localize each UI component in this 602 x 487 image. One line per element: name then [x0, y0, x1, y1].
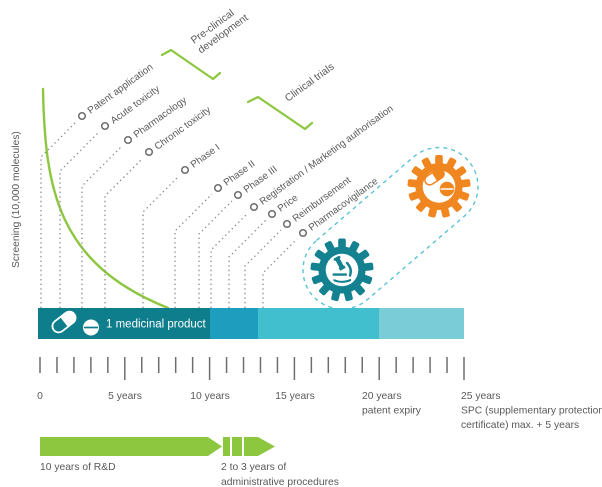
axis-label-0yr: 0	[37, 391, 43, 402]
milestone-label: Phase I	[189, 142, 222, 170]
axis-label-line: patent expiry	[362, 406, 422, 417]
y-axis-label: Screening (10,000 molecules)	[11, 131, 22, 268]
leader-line	[81, 145, 123, 308]
leader-line	[174, 193, 213, 308]
pill-icon	[424, 168, 455, 197]
axis-label-line: 15 years	[275, 391, 315, 402]
milestone-price: Price	[228, 192, 301, 308]
arrow-shape	[244, 437, 275, 456]
bar-segment-3	[258, 308, 379, 339]
screening-curve	[41, 87, 170, 310]
bracket-shape	[160, 48, 222, 81]
milestone-marker-icon	[100, 121, 110, 131]
arrow-label-line: administrative procedures	[221, 477, 339, 487]
axis-label-20yr: 20 years patent expiry	[362, 391, 422, 417]
milestone-marker-icon	[123, 135, 133, 145]
leader-line	[142, 175, 180, 308]
axis-label-25yr: 25 years SPC (supplementary protection cer…	[461, 391, 602, 431]
milestone-marker-icon	[233, 190, 243, 200]
milestone-chronic-toxicity: Chronic toxicity	[104, 105, 213, 308]
axis-label-line: 10 years	[190, 391, 230, 402]
leader-line	[210, 212, 249, 308]
leader-line	[228, 219, 267, 308]
bracket-shape	[246, 95, 314, 131]
product-bar: 1 medicinal product	[38, 308, 464, 339]
bracket-clinical-trials: Clinical trials	[246, 62, 337, 131]
arrow-segment	[223, 437, 230, 456]
leader-line	[104, 157, 144, 308]
leader-line	[244, 229, 282, 308]
axis-label-line: 5 years	[108, 391, 142, 402]
leader-line	[198, 200, 233, 308]
product-bar-label: 1 medicinal product	[106, 319, 207, 331]
milestone-pharmacology: Pharmacology	[81, 95, 189, 308]
bracket-label: Clinical trials	[283, 62, 336, 105]
axis-label-line: 0	[37, 391, 43, 402]
milestone-marker-icon	[282, 219, 292, 229]
gears-link-outline	[302, 146, 479, 310]
arrow-segment	[232, 437, 242, 456]
milestone-phase-ii: Phase II	[174, 159, 257, 308]
microscope-icon	[332, 255, 352, 283]
axis-label-line: certificate) max. + 5 years	[461, 420, 579, 431]
bar-segment-2	[210, 308, 258, 339]
milestone-marker-icon	[144, 147, 154, 157]
milestone-phase-iii: Phase III	[198, 164, 280, 308]
axis-label-line: SPC (supplementary protection	[461, 406, 602, 417]
milestone-marker-icon	[180, 165, 190, 175]
milestone-marker-icon	[213, 183, 223, 193]
pill-icon	[51, 310, 99, 336]
bar-segment-4	[379, 308, 464, 339]
arrow-label-line: 10 years of R&D	[40, 462, 116, 473]
timeline-axis: 0 5 years 10 years 15 years 20 years patent e…	[37, 357, 602, 431]
duration-arrow-1: 10 years of R&D	[40, 437, 222, 473]
arrow-shape	[40, 437, 222, 456]
arrow-label-line: 2 to 3 years of	[221, 462, 286, 473]
axis-label-line: 25 years	[461, 391, 501, 402]
milestone-acute-toxicity: Acute toxicity	[59, 84, 162, 308]
milestone-phase-i: Phase I	[142, 142, 222, 308]
axis-label-5yr: 5 years	[108, 391, 142, 402]
duration-arrow-2: 2 to 3 years of administrative procedures	[221, 437, 339, 487]
leader-line	[262, 238, 298, 308]
milestone-marker-icon	[298, 228, 308, 238]
milestone-marker-icon	[267, 209, 277, 219]
pill-gear	[407, 155, 471, 218]
microscope-gear	[310, 238, 374, 302]
axis-label-15yr: 15 years	[275, 391, 315, 402]
axis-label-line: 20 years	[362, 391, 402, 402]
axis-label-10yr: 10 years	[190, 391, 230, 402]
milestone-marker-icon	[77, 111, 87, 121]
milestone-marker-icon	[249, 202, 259, 212]
